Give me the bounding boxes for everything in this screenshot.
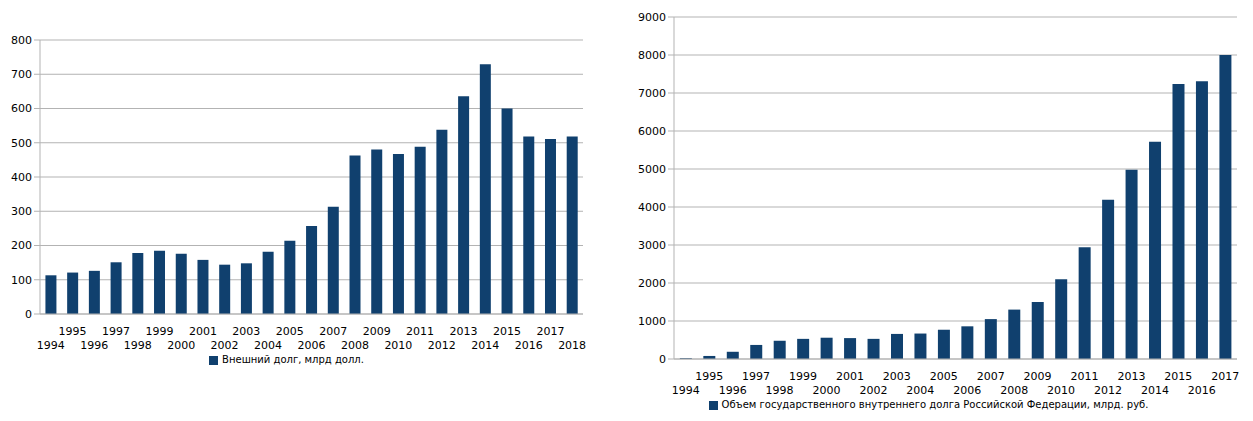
svg-text:1999: 1999 bbox=[145, 325, 173, 338]
svg-text:600: 600 bbox=[11, 102, 32, 115]
svg-text:1000: 1000 bbox=[638, 315, 666, 328]
svg-text:1996: 1996 bbox=[80, 339, 108, 352]
svg-text:2006: 2006 bbox=[298, 339, 326, 352]
svg-text:1994: 1994 bbox=[37, 339, 65, 352]
svg-text:2015: 2015 bbox=[493, 325, 521, 338]
svg-text:100: 100 bbox=[11, 274, 32, 287]
svg-text:4000: 4000 bbox=[638, 201, 666, 214]
svg-text:2011: 2011 bbox=[406, 325, 434, 338]
svg-text:2008: 2008 bbox=[341, 339, 369, 352]
svg-text:2007: 2007 bbox=[319, 325, 347, 338]
svg-text:6000: 6000 bbox=[638, 125, 666, 138]
svg-text:2008: 2008 bbox=[1000, 384, 1028, 397]
svg-text:1996: 1996 bbox=[719, 384, 747, 397]
svg-text:2000: 2000 bbox=[167, 339, 195, 352]
svg-text:1997: 1997 bbox=[742, 370, 770, 383]
svg-text:2017: 2017 bbox=[536, 325, 564, 338]
svg-text:1999: 1999 bbox=[789, 370, 817, 383]
svg-text:0: 0 bbox=[659, 353, 666, 366]
svg-text:1995: 1995 bbox=[695, 370, 723, 383]
svg-text:2009: 2009 bbox=[363, 325, 391, 338]
svg-text:2009: 2009 bbox=[1024, 370, 1052, 383]
svg-text:1997: 1997 bbox=[102, 325, 130, 338]
svg-text:0: 0 bbox=[25, 308, 32, 321]
svg-text:2012: 2012 bbox=[1094, 384, 1122, 397]
svg-text:2018: 2018 bbox=[558, 339, 586, 352]
svg-text:2001: 2001 bbox=[189, 325, 217, 338]
svg-text:2017: 2017 bbox=[1211, 370, 1239, 383]
svg-text:2004: 2004 bbox=[254, 339, 282, 352]
html-text:Внешний долг, млрд долл.: Внешний долг, млрд долл. bbox=[222, 354, 364, 365]
svg-text:800: 800 bbox=[11, 34, 32, 47]
svg-text:1998: 1998 bbox=[124, 339, 152, 352]
svg-text:1998: 1998 bbox=[766, 384, 794, 397]
svg-text:5000: 5000 bbox=[638, 163, 666, 176]
svg-text:2005: 2005 bbox=[930, 370, 958, 383]
svg-text:2004: 2004 bbox=[906, 384, 934, 397]
svg-text:2007: 2007 bbox=[977, 370, 1005, 383]
svg-text:7000: 7000 bbox=[638, 87, 666, 100]
svg-text:2000: 2000 bbox=[812, 384, 840, 397]
svg-text:2010: 2010 bbox=[1047, 384, 1075, 397]
svg-text:2011: 2011 bbox=[1071, 370, 1099, 383]
svg-text:2014: 2014 bbox=[1141, 384, 1169, 397]
svg-text:2003: 2003 bbox=[232, 325, 260, 338]
svg-text:2014: 2014 bbox=[471, 339, 499, 352]
svg-text:2005: 2005 bbox=[276, 325, 304, 338]
svg-text:2010: 2010 bbox=[384, 339, 412, 352]
svg-text:2006: 2006 bbox=[953, 384, 981, 397]
svg-text:2002: 2002 bbox=[859, 384, 887, 397]
svg-text:400: 400 bbox=[11, 171, 32, 184]
svg-text:300: 300 bbox=[11, 205, 32, 218]
svg-text:2000: 2000 bbox=[638, 277, 666, 290]
svg-text:2013: 2013 bbox=[450, 325, 478, 338]
svg-text:2015: 2015 bbox=[1164, 370, 1192, 383]
svg-text:700: 700 bbox=[11, 68, 32, 81]
svg-text:2003: 2003 bbox=[883, 370, 911, 383]
svg-text:2002: 2002 bbox=[211, 339, 239, 352]
svg-text:500: 500 bbox=[11, 137, 32, 150]
svg-text:1995: 1995 bbox=[59, 325, 87, 338]
html-text:Объем государственного внутрен: Объем государственного внутреннего долга… bbox=[721, 399, 1149, 410]
svg-text:200: 200 bbox=[11, 239, 32, 252]
svg-text:2012: 2012 bbox=[428, 339, 456, 352]
svg-text:2016: 2016 bbox=[1188, 384, 1216, 397]
svg-text:1994: 1994 bbox=[672, 384, 700, 397]
svg-text:8000: 8000 bbox=[638, 49, 666, 62]
svg-text:2016: 2016 bbox=[515, 339, 543, 352]
svg-text:9000: 9000 bbox=[638, 11, 666, 24]
svg-text:2001: 2001 bbox=[836, 370, 864, 383]
svg-text:2013: 2013 bbox=[1117, 370, 1145, 383]
svg-text:3000: 3000 bbox=[638, 239, 666, 252]
